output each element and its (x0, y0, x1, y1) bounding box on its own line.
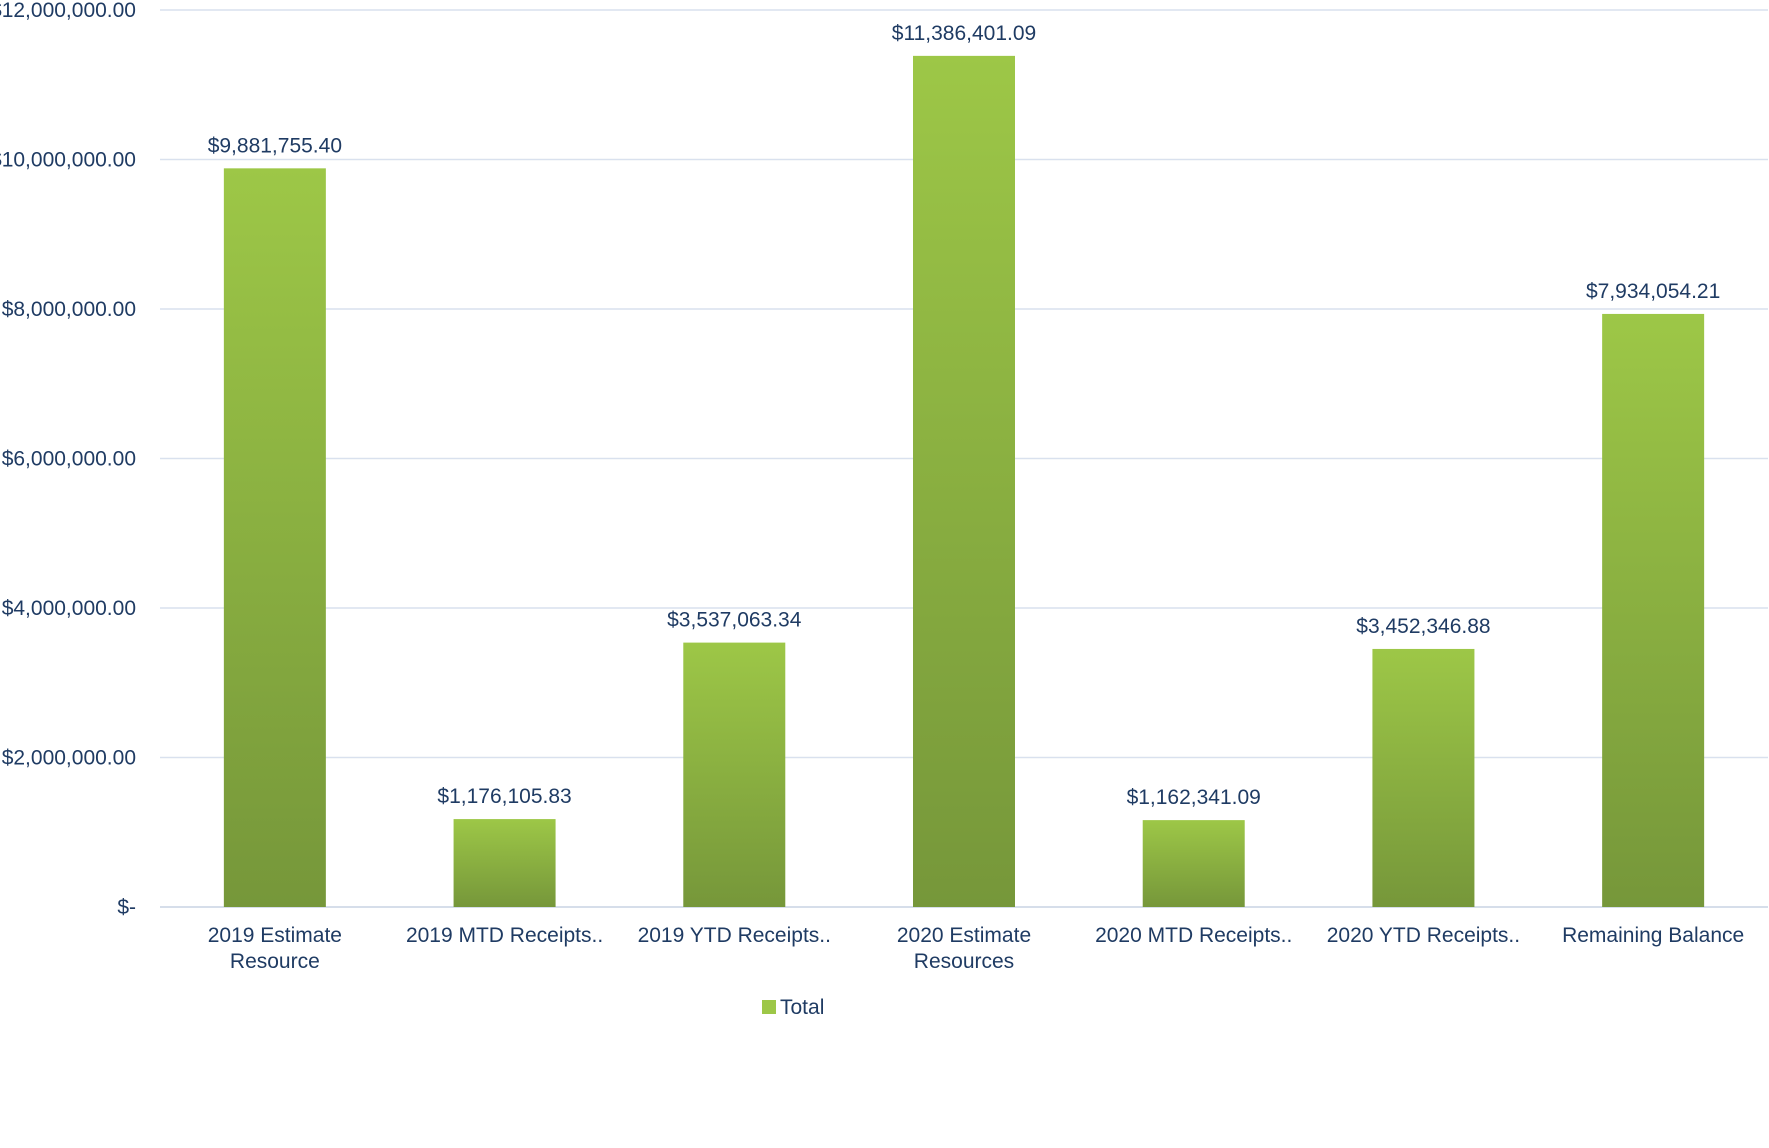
legend-label-total: Total (780, 996, 824, 1019)
bar (453, 819, 556, 907)
x-tick-label: 2019 Estimate Resource (208, 924, 342, 973)
x-tick-label: 2019 YTD Receipts.. (638, 924, 831, 947)
y-axis-tick-labels: $- $2,000,000.00 $4,000,000.00 $6,000,000.0… (0, 0, 136, 919)
data-label: $1,176,105.83 (437, 785, 571, 808)
y-tick-label: $12,000,000.00 (0, 0, 136, 22)
data-label: $3,537,063.34 (667, 609, 802, 632)
bar (223, 168, 326, 907)
data-label: $7,934,054.21 (1586, 280, 1720, 303)
legend-swatch-total (762, 1000, 776, 1014)
x-tick-label: 2020 Estimate Resources (897, 924, 1031, 973)
y-tick-label: $8,000,000.00 (2, 298, 136, 321)
bar (683, 642, 786, 907)
data-label: $1,162,341.09 (1127, 786, 1261, 809)
bar (1372, 648, 1475, 907)
legend: Total (762, 996, 824, 1019)
bars (223, 55, 1705, 908)
x-tick-label: 2020 YTD Receipts.. (1327, 924, 1520, 947)
x-tick-label: Remaining Balance (1562, 924, 1744, 947)
bar (913, 55, 1015, 908)
y-tick-label: $10,000,000.00 (0, 149, 136, 172)
data-labels: $9,881,755.40 $1,176,105.83 $3,537,063.34 $… (208, 22, 1721, 809)
data-label: $3,452,346.88 (1356, 615, 1490, 638)
x-axis-category-labels: 2019 Estimate Resource 2019 MTD Receipts..… (208, 924, 1744, 973)
y-tick-label: $6,000,000.00 (2, 448, 136, 471)
x-tick-label: 2019 MTD Receipts.. (406, 924, 603, 947)
y-tick-label: $4,000,000.00 (2, 597, 136, 620)
bar (1602, 313, 1705, 907)
data-label: $9,881,755.40 (208, 134, 342, 157)
y-tick-label: $2,000,000.00 (2, 747, 136, 770)
data-label: $11,386,401.09 (892, 22, 1036, 45)
bar (1142, 820, 1245, 907)
x-tick-label: 2020 MTD Receipts.. (1095, 924, 1292, 947)
y-tick-label: $- (117, 896, 136, 919)
